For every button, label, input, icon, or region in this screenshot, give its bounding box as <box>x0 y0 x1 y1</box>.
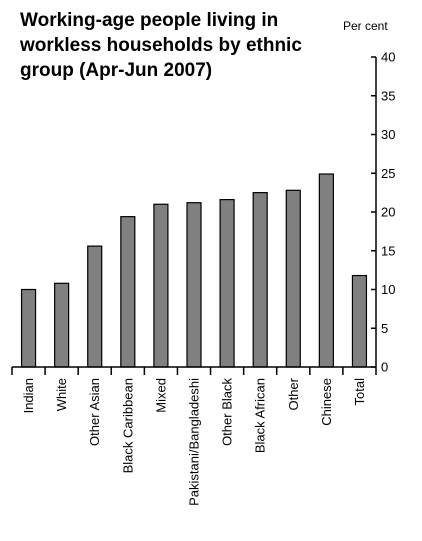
y-tick-label: 10 <box>381 282 395 297</box>
x-tick-label: Other Asian <box>87 378 102 446</box>
x-tick-label: Mixed <box>153 378 168 413</box>
y-tick-label: 15 <box>381 243 395 258</box>
x-tick-label: White <box>54 378 69 411</box>
y-tick-label: 20 <box>381 205 395 220</box>
x-tick-label: Black Caribbean <box>120 378 135 473</box>
bar-total <box>351 274 368 368</box>
chart-title: Working-age people living in workless ho… <box>20 10 302 81</box>
x-tick-label: Pakistani/Bangladeshi <box>187 378 202 506</box>
y-tick-label: 35 <box>381 88 395 103</box>
y-tick-label: 5 <box>381 321 388 336</box>
x-tick-label: Black African <box>253 378 268 453</box>
bar-black-caribbean <box>120 216 136 368</box>
x-tick-label: Indian <box>21 378 36 413</box>
y-tick-label: 30 <box>381 127 395 142</box>
bar-mixed <box>153 203 169 368</box>
bar-pakistani-bangladeshi <box>186 202 202 368</box>
x-tick-label: Other <box>286 377 301 410</box>
x-tick-label: Other Black <box>220 378 235 446</box>
bar-white <box>54 282 70 368</box>
x-tick-label: Total <box>352 378 367 406</box>
y-axis-unit-label: Per cent <box>343 19 388 33</box>
bar-chinese <box>318 173 334 368</box>
bar-other-asian <box>87 245 103 368</box>
y-tick-label: 25 <box>381 166 395 181</box>
bar-other-black <box>219 199 235 368</box>
y-tick-label: 0 <box>381 360 388 375</box>
x-tick-label: Chinese <box>319 378 334 426</box>
y-tick-label: 40 <box>381 50 395 65</box>
bar-other <box>285 189 301 368</box>
bar-indian <box>20 288 37 368</box>
bar-black-african <box>252 192 268 368</box>
